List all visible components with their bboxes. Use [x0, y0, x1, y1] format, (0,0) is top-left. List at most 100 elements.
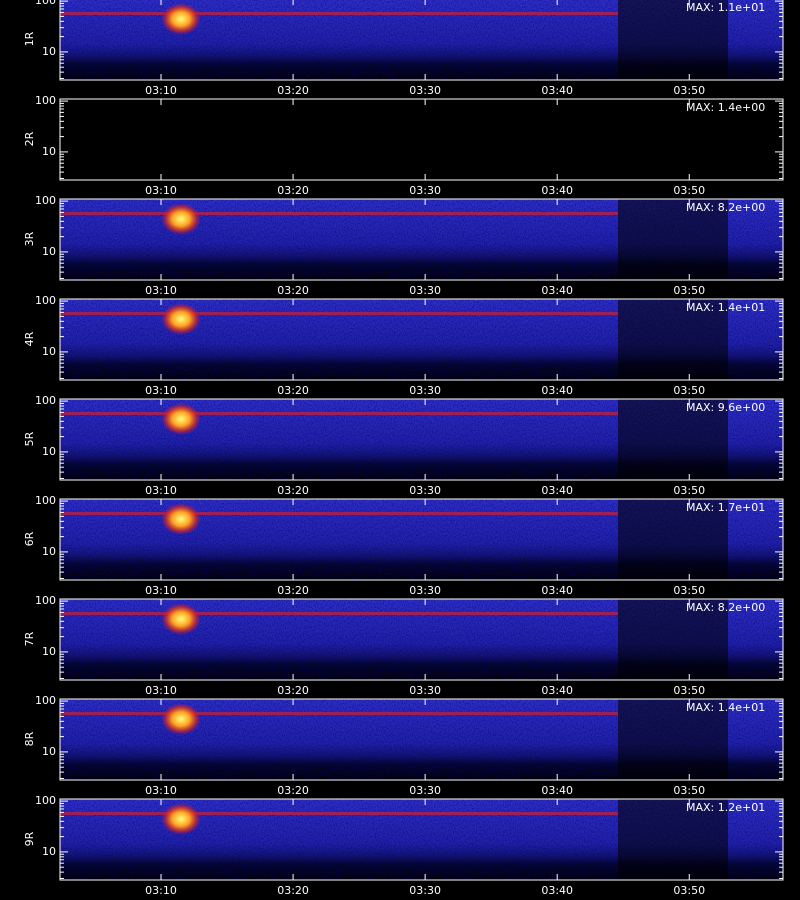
max-annotation: MAX: 1.2e+01	[686, 801, 765, 814]
y-tick-label: 10	[42, 345, 56, 358]
y-tick-label: 100	[35, 594, 56, 607]
plot-frame	[59, 498, 784, 581]
y-tick-label: 100	[35, 94, 56, 107]
x-tick-label: 03:50	[673, 284, 705, 297]
data-gap	[618, 0, 728, 80]
x-tick-label: 03:30	[409, 84, 441, 97]
x-tick-label: 03:10	[145, 84, 177, 97]
max-annotation: MAX: 1.7e+01	[686, 501, 765, 514]
x-tick-label: 03:40	[541, 384, 573, 397]
x-tick-label: 03:40	[541, 184, 573, 197]
x-tick-label: 03:30	[409, 384, 441, 397]
y-tick-label: 100	[35, 694, 56, 707]
data-gap	[618, 599, 728, 680]
x-tick-label: 03:40	[541, 584, 573, 597]
panel: 03:10 03:20 03:30 03:40 03:50 10 100 3R MAX: 8.2…	[23, 194, 784, 297]
y-tick-label: 100	[35, 194, 56, 207]
x-tick-label: 03:30	[409, 584, 441, 597]
max-annotation: MAX: 1.4e+00	[686, 101, 765, 114]
spectral-line	[60, 212, 618, 215]
y-tick-label: 10	[42, 845, 56, 858]
plot-frame	[59, 198, 784, 281]
x-tick-label: 03:40	[541, 484, 573, 497]
burst	[161, 803, 201, 835]
y-tick-label: 100	[35, 494, 56, 507]
panel: 03:10 03:20 03:30 03:40 03:50 10 100 6R MAX: 1.7…	[23, 494, 784, 597]
plot-frame	[59, 398, 784, 481]
x-tick-label: 03:20	[277, 584, 309, 597]
y-tick-label: 10	[42, 45, 56, 58]
x-tick-label: 03:10	[145, 584, 177, 597]
y-tick-label: 100	[35, 394, 56, 407]
plot-frame	[59, 0, 784, 81]
data-gap	[618, 199, 728, 280]
spectral-line	[60, 712, 618, 715]
data-gap	[618, 299, 728, 380]
y-axis-label: 4R	[23, 331, 36, 346]
x-tick-label: 03:50	[673, 784, 705, 797]
max-annotation: MAX: 1.4e+01	[686, 701, 765, 714]
x-tick-label: 03:10	[145, 284, 177, 297]
burst	[161, 403, 201, 435]
x-tick-label: 03:20	[277, 884, 309, 897]
spectral-line	[60, 812, 618, 815]
y-tick-label: 10	[42, 445, 56, 458]
x-tick-label: 03:40	[541, 284, 573, 297]
spectral-line	[60, 512, 618, 515]
spectral-line	[60, 312, 618, 315]
y-tick-label: 100	[35, 794, 56, 807]
data-gap	[618, 799, 728, 880]
burst	[161, 3, 201, 35]
x-tick-label: 03:10	[145, 484, 177, 497]
x-tick-label: 03:10	[145, 184, 177, 197]
x-tick-label: 03:30	[409, 684, 441, 697]
plot-frame	[59, 298, 784, 381]
x-tick-label: 03:20	[277, 284, 309, 297]
panel: 03:10 03:20 03:30 03:40 03:50 10 100 4R MAX: 1.4…	[23, 294, 784, 397]
x-tick-label: 03:40	[541, 684, 573, 697]
x-tick-label: 03:20	[277, 84, 309, 97]
spectral-line	[60, 412, 618, 415]
y-tick-label: 10	[42, 745, 56, 758]
x-tick-label: 03:40	[541, 884, 573, 897]
x-tick-label: 03:10	[145, 684, 177, 697]
max-annotation: MAX: 9.6e+00	[686, 401, 765, 414]
data-gap	[618, 399, 728, 480]
y-tick-label: 10	[42, 545, 56, 558]
panel: 03:10 03:20 03:30 03:40 03:50 10 100 8R MAX: 1.4…	[23, 694, 784, 797]
max-annotation: MAX: 1.4e+01	[686, 301, 765, 314]
x-tick-label: 03:20	[277, 384, 309, 397]
max-annotation: MAX: 8.2e+00	[686, 201, 765, 214]
y-axis-label: 3R	[23, 231, 36, 246]
spectral-line	[60, 12, 618, 15]
panel: 03:10 03:20 03:30 03:40 03:50 10 100 7R MAX: 8.2…	[23, 594, 784, 697]
x-tick-label: 03:20	[277, 484, 309, 497]
x-tick-label: 03:30	[409, 484, 441, 497]
x-tick-label: 03:50	[673, 684, 705, 697]
max-annotation: MAX: 8.2e+00	[686, 601, 765, 614]
y-tick-label: 10	[42, 245, 56, 258]
x-tick-label: 03:40	[541, 784, 573, 797]
y-axis-label: 1R	[23, 31, 36, 46]
x-tick-label: 03:30	[409, 184, 441, 197]
x-tick-label: 03:50	[673, 584, 705, 597]
x-tick-label: 03:50	[673, 484, 705, 497]
x-tick-label: 03:50	[673, 184, 705, 197]
x-tick-label: 03:50	[673, 384, 705, 397]
x-tick-label: 03:10	[145, 384, 177, 397]
y-axis-label: 2R	[23, 131, 36, 146]
x-tick-label: 03:30	[409, 784, 441, 797]
panel: 03:10 03:20 03:30 03:40 03:50 10 100 9R MAX: 1.2…	[23, 794, 784, 897]
x-tick-label: 03:30	[409, 284, 441, 297]
y-tick-label: 10	[42, 145, 56, 158]
burst	[161, 203, 201, 235]
y-axis-label: 9R	[23, 831, 36, 846]
y-tick-label: 100	[35, 0, 56, 7]
y-axis-label: 7R	[23, 631, 36, 646]
max-annotation: MAX: 1.1e+01	[686, 1, 765, 14]
y-axis-label: 5R	[23, 431, 36, 446]
x-tick-label: 03:20	[277, 184, 309, 197]
y-tick-label: 10	[42, 645, 56, 658]
y-axis-label: 6R	[23, 531, 36, 546]
